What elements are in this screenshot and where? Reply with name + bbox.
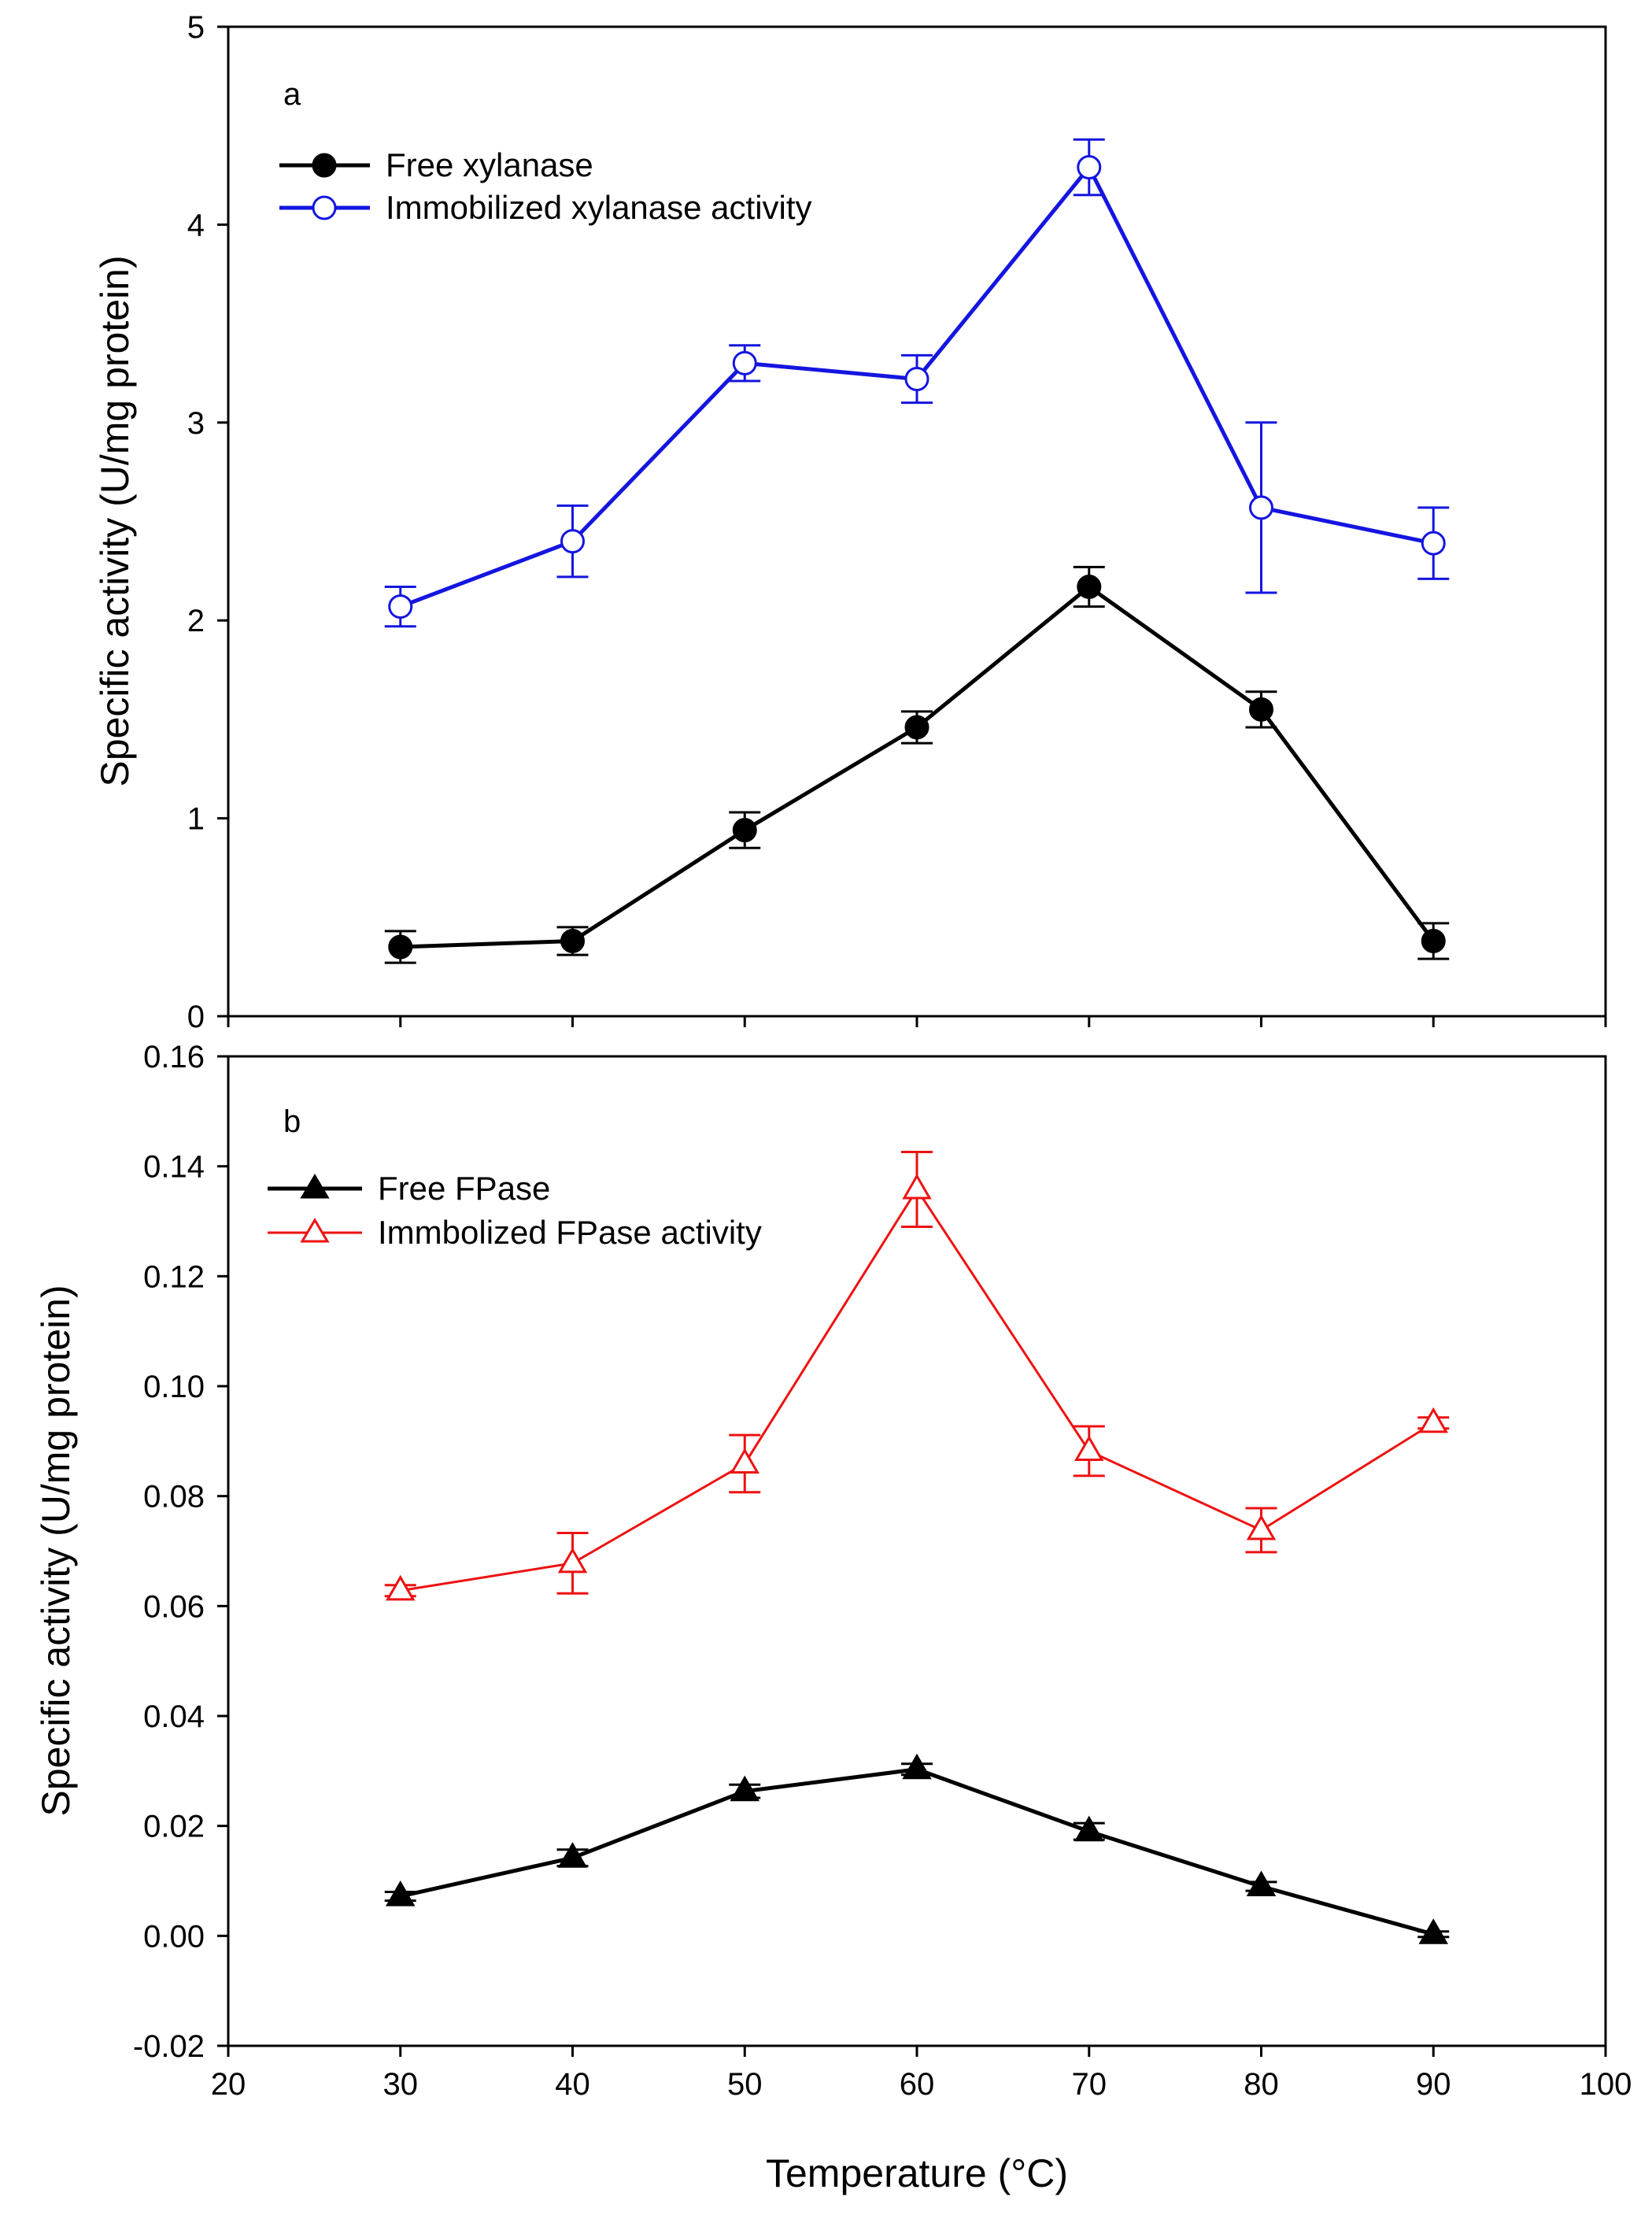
data-point-immobilized-xylanase-activity-30 — [388, 594, 413, 619]
panel-a-y-axis-title: Specific activity (U/mg protein) — [93, 255, 137, 786]
panel-a-y-tick-label-3: 3 — [187, 406, 205, 441]
data-point-free-xylanase-90 — [1421, 928, 1446, 953]
panel-b-x-tick-label-50: 50 — [727, 2067, 763, 2102]
panel-b-y-tick-label-2: 0.02 — [143, 1810, 205, 1844]
panel-b-y-tick-label-4: 0.06 — [143, 1589, 205, 1624]
panel-b-legend: Free FPase Immbolized FPase activity — [268, 1170, 762, 1251]
panel-b-y-tick-label-6: 0.10 — [143, 1370, 205, 1404]
data-point-free-xylanase-50 — [732, 818, 757, 843]
series-free-xylanase — [384, 565, 1450, 964]
data-point-free-fpase-70 — [1074, 1815, 1104, 1842]
panel-a-y-tick-label-4: 4 — [187, 208, 205, 242]
data-point-free-xylanase-40 — [560, 928, 585, 953]
panel-b-x-tick-label-100: 100 — [1580, 2067, 1632, 2102]
panel-b-x-tick-label-80: 80 — [1244, 2067, 1279, 2102]
legend-label-immobilized-fpase: Immbolized FPase activity — [378, 1214, 762, 1251]
panel-a-y-tick-label-5: 5 — [187, 10, 205, 45]
panel-b-x-tick-label-40: 40 — [555, 2067, 590, 2102]
panel-b-x-tick-label-90: 90 — [1416, 2067, 1451, 2102]
legend-marker-immobilized-xylanase — [312, 195, 337, 220]
panel-a-series — [384, 138, 1450, 964]
data-point-immbolized-fpase-activity-90 — [1418, 1407, 1448, 1433]
panel-b-x-ticks: 20 30 40 50 60 70 80 90 100 — [211, 2046, 1632, 2102]
data-point-immobilized-xylanase-activity-50 — [732, 350, 757, 375]
data-point-free-fpase-30 — [386, 1881, 416, 1906]
panel-a-legend: Free xylanase Immobilized xylanase activ… — [279, 146, 812, 226]
panel-b-y-axis-title: Specific activity (U/mg protein) — [34, 1285, 78, 1816]
panel-b-series — [384, 1151, 1450, 1944]
panel-b-x-tick-label-60: 60 — [900, 2067, 935, 2102]
panel-a-y-tick-label-1: 1 — [187, 802, 205, 837]
panel-a-letter: a — [283, 77, 301, 112]
panel-a: a Specific activity (U/mg protein) 0 1 2 3 4… — [93, 10, 1607, 1034]
data-point-free-xylanase-30 — [388, 934, 413, 960]
data-point-free-xylanase-60 — [904, 715, 929, 740]
data-point-immbolized-fpase-activity-60 — [902, 1173, 932, 1200]
panel-b-y-tick-label-7: 0.12 — [143, 1259, 205, 1294]
data-point-free-xylanase-80 — [1249, 697, 1273, 722]
series-immbolized-fpase-activity — [384, 1151, 1450, 1601]
panel-b-y-tick-label-3: 0.04 — [143, 1699, 205, 1734]
panel-b: b Specific activity (U/mg protein) 20 30 4… — [34, 1040, 1632, 2102]
data-point-free-fpase-40 — [557, 1842, 588, 1868]
data-point-immobilized-xylanase-activity-80 — [1249, 495, 1273, 520]
data-point-free-fpase-50 — [730, 1775, 759, 1802]
panel-a-x-ticks — [227, 1016, 1607, 1027]
panel-b-y-ticks: -0.02 0.00 0.02 0.04 0.06 0.08 0.10 0.12 0.14 0.1… — [133, 1040, 228, 2064]
panel-a-y-tick-label-0: 0 — [187, 1000, 205, 1034]
legend-label-free-xylanase: Free xylanase — [386, 146, 593, 183]
panel-b-letter: b — [283, 1104, 301, 1139]
panel-a-y-tick-label-2: 2 — [187, 604, 205, 638]
panel-b-x-tick-label-30: 30 — [383, 2067, 419, 2102]
panel-b-y-tick-label-5: 0.08 — [143, 1480, 205, 1514]
legend-label-immobilized-xylanase: Immobilized xylanase activity — [386, 189, 812, 226]
data-point-immobilized-xylanase-activity-70 — [1077, 154, 1102, 179]
data-point-immbolized-fpase-activity-50 — [730, 1448, 759, 1474]
legend-marker-free-fpase — [300, 1174, 330, 1199]
data-point-immobilized-xylanase-activity-60 — [904, 366, 929, 391]
series-free-fpase — [384, 1753, 1450, 1944]
data-point-immbolized-fpase-activity-70 — [1074, 1435, 1104, 1461]
panel-b-y-tick-label-8: 0.14 — [143, 1150, 205, 1185]
legend-label-free-fpase: Free FPase — [378, 1170, 550, 1207]
data-point-immbolized-fpase-activity-40 — [557, 1547, 588, 1574]
panel-b-x-tick-label-20: 20 — [211, 2067, 246, 2102]
data-point-free-xylanase-70 — [1077, 574, 1102, 599]
data-point-immbolized-fpase-activity-80 — [1246, 1514, 1277, 1540]
data-point-free-fpase-90 — [1418, 1918, 1448, 1944]
data-point-immobilized-xylanase-activity-40 — [560, 529, 585, 554]
panel-b-y-tick-label-0: -0.02 — [133, 2029, 205, 2064]
panel-b-y-tick-label-1: 0.00 — [143, 1919, 205, 1954]
series-immobilized-xylanase-activity — [384, 138, 1450, 628]
panel-b-x-tick-label-70: 70 — [1072, 2067, 1107, 2102]
data-point-free-fpase-80 — [1246, 1870, 1277, 1897]
data-point-immobilized-xylanase-activity-90 — [1421, 531, 1446, 556]
legend-marker-immobilized-fpase — [300, 1218, 330, 1243]
panel-a-y-ticks: 0 1 2 3 4 5 — [187, 10, 228, 1034]
panel-b-y-tick-label-9: 0.16 — [143, 1040, 205, 1074]
x-axis-title: Temperature (°C) — [766, 2151, 1068, 2195]
data-point-immbolized-fpase-activity-30 — [386, 1574, 416, 1601]
data-point-free-fpase-60 — [902, 1753, 932, 1780]
legend-marker-free-xylanase — [312, 153, 337, 178]
